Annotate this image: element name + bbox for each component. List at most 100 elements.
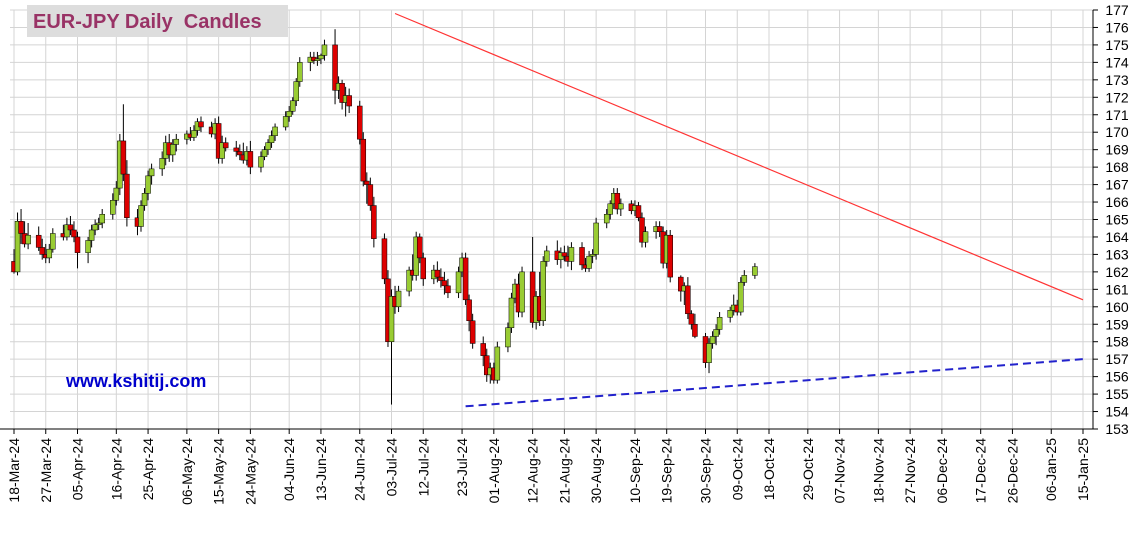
candle xyxy=(71,221,77,243)
candle xyxy=(191,125,197,141)
y-tick-label: 176 xyxy=(1105,19,1129,35)
candle xyxy=(360,132,367,187)
candle xyxy=(215,116,222,164)
candle xyxy=(297,57,303,87)
candle-body xyxy=(484,355,490,376)
title-box xyxy=(27,5,288,37)
candle xyxy=(35,226,42,251)
x-tick-label: 30-Sep-24 xyxy=(697,438,713,504)
candle-body xyxy=(639,217,645,243)
candle xyxy=(406,266,412,297)
candle-body xyxy=(88,229,95,241)
candle-body xyxy=(332,44,338,91)
candle xyxy=(46,243,53,264)
candle-body xyxy=(286,111,292,117)
x-tick-label: 12-Aug-24 xyxy=(525,438,541,504)
candle xyxy=(289,97,296,115)
x-tick-label: 16-Apr-24 xyxy=(108,438,124,500)
candle xyxy=(237,144,243,161)
candle-body xyxy=(445,285,451,294)
y-tick-label: 153 xyxy=(1105,421,1129,437)
candle-body xyxy=(321,44,328,56)
candle-body xyxy=(462,257,469,301)
candle xyxy=(395,285,402,313)
y-tick-label: 167 xyxy=(1105,177,1129,193)
candle xyxy=(727,306,733,323)
candle xyxy=(540,256,546,326)
candle-body xyxy=(71,229,77,238)
candle-body xyxy=(618,203,624,210)
candle-body xyxy=(586,255,592,269)
candle xyxy=(339,79,345,110)
x-tick-label: 30-Aug-24 xyxy=(588,438,604,504)
watermark-text: www.kshitij.com xyxy=(65,371,206,391)
candle-body xyxy=(159,158,165,170)
candle-body xyxy=(261,149,268,157)
x-tick-label: 18-Nov-24 xyxy=(870,438,886,504)
candle-body xyxy=(293,81,299,102)
candle-body xyxy=(706,343,712,363)
y-tick-label: 173 xyxy=(1105,72,1129,88)
candle xyxy=(148,163,155,185)
candle-body xyxy=(314,58,321,61)
candle-body xyxy=(360,138,367,182)
candle xyxy=(120,104,127,182)
candle xyxy=(494,341,501,384)
candle-body xyxy=(381,238,388,280)
candle xyxy=(286,106,292,122)
candle xyxy=(607,200,613,220)
candle-body xyxy=(752,266,758,276)
y-tick-label: 160 xyxy=(1105,299,1129,315)
candle xyxy=(50,228,56,253)
candle xyxy=(67,216,74,236)
candle-body xyxy=(46,248,53,259)
candle-body xyxy=(508,297,515,328)
candle xyxy=(381,233,388,285)
candles xyxy=(11,29,758,405)
y-tick-label: 175 xyxy=(1105,37,1129,53)
chart-title: EUR-JPY Daily Candles xyxy=(33,11,262,33)
x-tick-label: 15-May-24 xyxy=(211,438,227,505)
x-tick-label: 23-Jul-24 xyxy=(454,438,470,497)
candle xyxy=(18,209,24,244)
candle-body xyxy=(371,205,377,239)
candle xyxy=(25,222,31,250)
candle-body xyxy=(519,271,525,313)
y-tick-label: 165 xyxy=(1105,212,1129,228)
x-tick-label: 13-Jun-24 xyxy=(313,438,329,501)
candle-body xyxy=(35,234,42,248)
candle xyxy=(198,116,204,133)
y-tick-label: 171 xyxy=(1105,107,1129,123)
candle-body xyxy=(543,250,550,262)
candle-body xyxy=(505,327,511,348)
y-tick-label: 161 xyxy=(1105,281,1129,297)
y-tick-label: 154 xyxy=(1105,404,1129,420)
candle-body xyxy=(265,142,271,150)
candle xyxy=(505,322,511,353)
candle xyxy=(462,252,469,306)
candle-body xyxy=(741,275,748,283)
candle xyxy=(738,277,744,316)
candle-body xyxy=(289,100,296,112)
candle xyxy=(716,312,723,335)
candle xyxy=(141,188,148,211)
x-tick-label: 24-May-24 xyxy=(242,438,258,505)
candle xyxy=(265,139,271,155)
y-tick-label: 155 xyxy=(1105,386,1129,402)
x-axis: 18-Mar-24 27-Mar-24 05-Apr-24 16-Apr-24 25-A… xyxy=(6,429,1091,505)
candle-body xyxy=(282,116,289,128)
candle-body xyxy=(191,130,197,138)
candle xyxy=(272,123,278,141)
candle xyxy=(579,242,585,271)
x-tick-label: 05-Apr-24 xyxy=(70,438,86,500)
y-tick-label: 162 xyxy=(1105,264,1129,280)
candle xyxy=(639,212,645,248)
candle xyxy=(519,266,525,318)
candle-body xyxy=(141,193,148,206)
y-tick-label: 170 xyxy=(1105,124,1129,140)
candle-body xyxy=(346,95,352,107)
candle xyxy=(173,133,180,152)
candle-body xyxy=(364,180,370,185)
candle xyxy=(561,245,568,262)
x-tick-label: 04-Jun-24 xyxy=(281,438,297,501)
